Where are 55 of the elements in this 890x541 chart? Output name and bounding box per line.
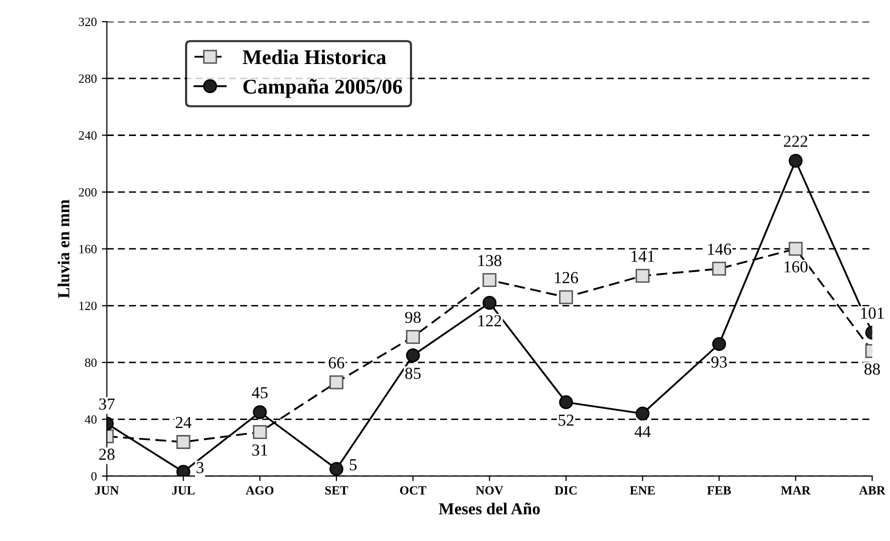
data-label: 3 — [196, 462, 204, 474]
point — [406, 348, 420, 362]
data-label: 85 — [405, 368, 421, 379]
y-tick-label: 80 — [85, 358, 97, 367]
point — [482, 296, 496, 310]
data-label: 222 — [784, 136, 808, 147]
y-tick-label: 280 — [78, 74, 97, 83]
point — [636, 406, 650, 421]
data-label: 66 — [328, 357, 344, 368]
x-tick-label: ENE — [630, 486, 655, 494]
data-label: 146 — [708, 244, 732, 255]
x-tick-label: JUL — [172, 486, 195, 495]
y-tick-label: 160 — [79, 244, 97, 254]
data-label: 5 — [350, 459, 357, 470]
data-label: 52 — [558, 414, 574, 426]
data-label: 24 — [176, 416, 192, 428]
data-label: 93 — [711, 356, 727, 368]
x-tick-label: AGO — [246, 486, 274, 495]
x-tick-label: NOV — [476, 486, 504, 495]
x-tick-label: SET — [325, 486, 348, 495]
y-axis-title: Lluvia en mm — [58, 200, 70, 298]
x-tick-label: OCT — [400, 486, 426, 495]
point — [176, 464, 190, 476]
data-label: 37 — [99, 398, 115, 410]
x-tick-label: JUN — [95, 486, 119, 495]
data-label: 101 — [861, 308, 884, 319]
data-label: 28 — [99, 448, 114, 460]
data-label: 138 — [478, 254, 502, 266]
point — [559, 395, 573, 410]
x-tick-label: DIC — [554, 486, 577, 495]
point — [329, 462, 344, 476]
y-tick-label: 320 — [78, 18, 97, 26]
data-label: 126 — [555, 272, 578, 284]
legend-label: Media Historica — [242, 50, 386, 64]
data-label: 160 — [784, 261, 808, 272]
legend-label: Campaña 2005/06 — [243, 79, 402, 98]
y-tick-label: 40 — [84, 415, 97, 424]
y-tick-label: 240 — [78, 131, 97, 140]
data-label: 98 — [405, 312, 421, 324]
y-tick-label: 200 — [78, 188, 97, 197]
data-label: 141 — [632, 250, 654, 262]
y-tick-label: 0 — [91, 472, 97, 481]
data-label: 88 — [864, 363, 880, 375]
data-label: 122 — [478, 315, 502, 326]
y-tick-label: 120 — [79, 302, 97, 310]
x-axis-title: Meses del Año — [438, 502, 540, 514]
point — [788, 154, 803, 168]
data-label: 44 — [634, 426, 651, 438]
point — [712, 337, 726, 351]
data-label: 31 — [252, 444, 268, 456]
x-tick-label: ABR — [859, 486, 886, 495]
x-tick-label: MAR — [780, 486, 811, 494]
point — [252, 405, 267, 420]
x-tick-label: FEB — [707, 486, 731, 495]
data-label: 45 — [252, 387, 268, 398]
